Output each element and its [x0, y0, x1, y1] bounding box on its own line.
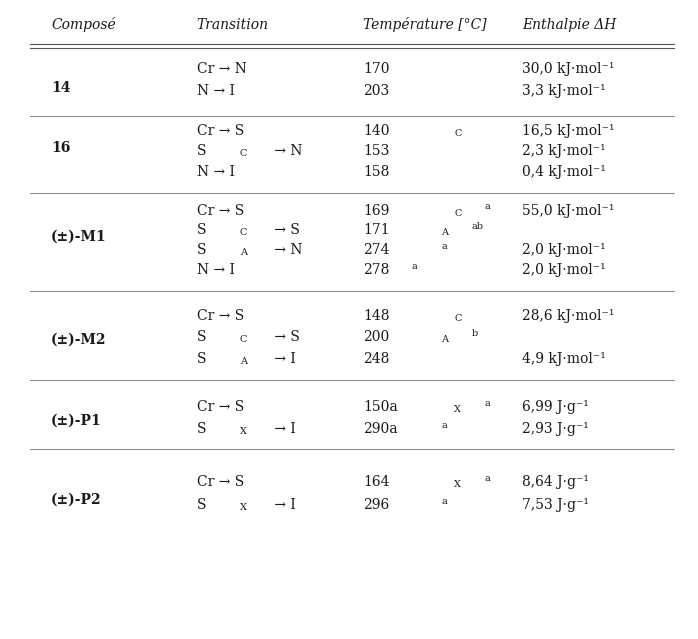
Text: X: X	[239, 503, 246, 512]
Text: N → I: N → I	[197, 263, 235, 277]
Text: Composé: Composé	[51, 17, 116, 33]
Text: 290a: 290a	[363, 422, 397, 436]
Text: (±)-M1: (±)-M1	[51, 230, 107, 244]
Text: 148: 148	[363, 309, 389, 323]
Text: b: b	[471, 329, 477, 338]
Text: S: S	[197, 243, 206, 257]
Text: Cr → S: Cr → S	[197, 400, 244, 414]
Text: → I: → I	[269, 422, 295, 436]
Text: 14: 14	[51, 81, 70, 95]
Text: (±)-M2: (±)-M2	[51, 333, 107, 347]
Text: 8,64 J·g⁻¹: 8,64 J·g⁻¹	[522, 475, 589, 489]
Text: 169: 169	[363, 204, 389, 217]
Text: X: X	[239, 427, 246, 436]
Text: 2,0 kJ·mol⁻¹: 2,0 kJ·mol⁻¹	[522, 263, 606, 277]
Text: (±)-P2: (±)-P2	[51, 493, 102, 507]
Text: A: A	[239, 248, 246, 257]
Text: 3,3 kJ·mol⁻¹: 3,3 kJ·mol⁻¹	[522, 84, 606, 98]
Text: 2,93 J·g⁻¹: 2,93 J·g⁻¹	[522, 422, 589, 436]
Text: a: a	[484, 399, 490, 408]
Text: 164: 164	[363, 475, 389, 489]
Text: S: S	[197, 498, 206, 512]
Text: 2,0 kJ·mol⁻¹: 2,0 kJ·mol⁻¹	[522, 243, 606, 257]
Text: ab: ab	[471, 222, 484, 231]
Text: 16: 16	[51, 141, 70, 155]
Text: 203: 203	[363, 84, 389, 98]
Text: 16,5 kJ·mol⁻¹: 16,5 kJ·mol⁻¹	[522, 124, 615, 138]
Text: (±)-P1: (±)-P1	[51, 414, 102, 428]
Text: a: a	[484, 474, 490, 483]
Text: 2,3 kJ·mol⁻¹: 2,3 kJ·mol⁻¹	[522, 144, 606, 158]
Text: 7,53 J·g⁻¹: 7,53 J·g⁻¹	[522, 498, 589, 512]
Text: Cr → S: Cr → S	[197, 475, 244, 489]
Text: Cr → N: Cr → N	[197, 62, 246, 76]
Text: → S: → S	[269, 330, 299, 344]
Text: 274: 274	[363, 243, 389, 257]
Text: 248: 248	[363, 352, 389, 366]
Text: 6,99 J·g⁻¹: 6,99 J·g⁻¹	[522, 400, 589, 414]
Text: N → I: N → I	[197, 84, 235, 98]
Text: 30,0 kJ·mol⁻¹: 30,0 kJ·mol⁻¹	[522, 62, 614, 76]
Text: C: C	[239, 335, 247, 344]
Text: Enthalpie ΔH: Enthalpie ΔH	[522, 18, 616, 32]
Text: 171: 171	[363, 223, 389, 237]
Text: a: a	[441, 421, 447, 430]
Text: C: C	[239, 149, 247, 158]
Text: N → I: N → I	[197, 165, 235, 179]
Text: 158: 158	[363, 165, 389, 179]
Text: Cr → S: Cr → S	[197, 124, 244, 138]
Text: C: C	[454, 129, 461, 138]
Text: C: C	[454, 208, 461, 218]
Text: a: a	[441, 497, 447, 506]
Text: a: a	[484, 203, 490, 212]
Text: 4,9 kJ·mol⁻¹: 4,9 kJ·mol⁻¹	[522, 352, 606, 366]
Text: 170: 170	[363, 62, 389, 76]
Text: Température [°C]: Température [°C]	[363, 17, 487, 33]
Text: S: S	[197, 422, 206, 436]
Text: → I: → I	[269, 352, 295, 366]
Text: A: A	[239, 357, 246, 366]
Text: 55,0 kJ·mol⁻¹: 55,0 kJ·mol⁻¹	[522, 204, 614, 217]
Text: 296: 296	[363, 498, 389, 512]
Text: S: S	[197, 352, 206, 366]
Text: → N: → N	[269, 144, 302, 158]
Text: 140: 140	[363, 124, 389, 138]
Text: A: A	[441, 228, 448, 237]
Text: S: S	[197, 144, 206, 158]
Text: → S: → S	[269, 223, 299, 237]
Text: 278: 278	[363, 263, 389, 277]
Text: 28,6 kJ·mol⁻¹: 28,6 kJ·mol⁻¹	[522, 309, 614, 323]
Text: 200: 200	[363, 330, 389, 344]
Text: X: X	[454, 481, 461, 489]
Text: 150a: 150a	[363, 400, 398, 414]
Text: → N: → N	[269, 243, 302, 257]
Text: C: C	[239, 228, 247, 237]
Text: Cr → S: Cr → S	[197, 204, 244, 217]
Text: a: a	[411, 262, 417, 271]
Text: 153: 153	[363, 144, 389, 158]
Text: 0,4 kJ·mol⁻¹: 0,4 kJ·mol⁻¹	[522, 165, 606, 179]
Text: X: X	[454, 405, 461, 414]
Text: → I: → I	[269, 498, 295, 512]
Text: Cr → S: Cr → S	[197, 309, 244, 323]
Text: C: C	[454, 314, 461, 323]
Text: S: S	[197, 330, 206, 344]
Text: S: S	[197, 223, 206, 237]
Text: A: A	[441, 335, 448, 344]
Text: a: a	[441, 242, 447, 250]
Text: Transition: Transition	[197, 18, 269, 32]
